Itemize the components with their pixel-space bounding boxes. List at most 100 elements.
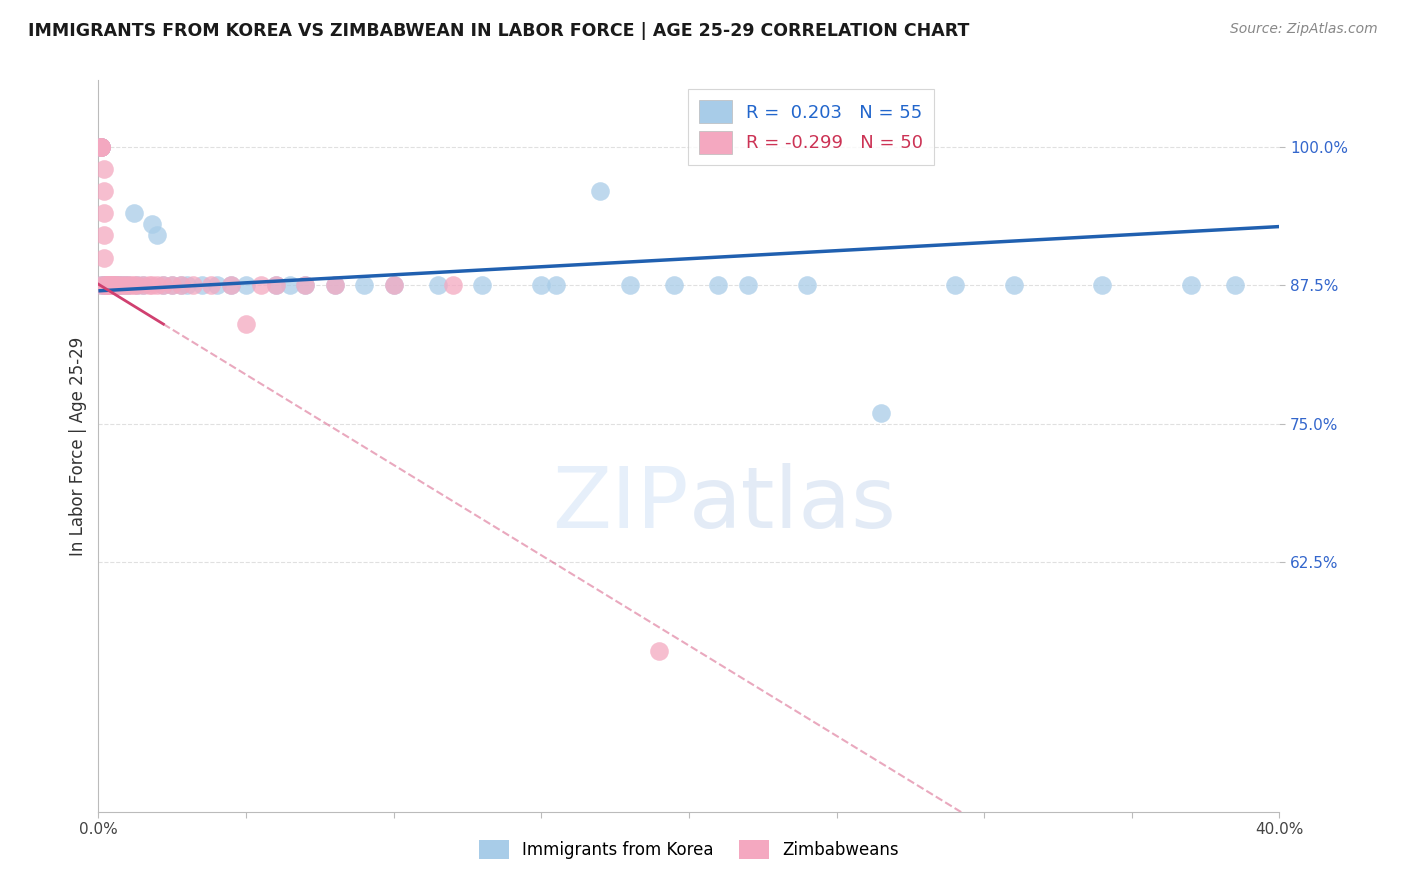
Point — [141, 218, 163, 232]
Point — [125, 278, 148, 293]
Point — [132, 278, 155, 293]
Point — [796, 278, 818, 293]
Point — [98, 278, 121, 293]
Point — [93, 278, 115, 293]
Point — [323, 278, 346, 293]
Point — [278, 278, 302, 293]
Y-axis label: In Labor Force | Age 25-29: In Labor Force | Age 25-29 — [69, 336, 87, 556]
Point — [114, 278, 136, 293]
Point — [103, 278, 125, 293]
Point — [181, 278, 204, 293]
Point — [1223, 278, 1246, 293]
Point — [103, 278, 125, 293]
Point — [176, 278, 198, 293]
Point — [294, 278, 316, 293]
Text: ZIP: ZIP — [553, 463, 689, 546]
Point — [471, 278, 494, 293]
Text: Source: ZipAtlas.com: Source: ZipAtlas.com — [1230, 22, 1378, 37]
Point — [162, 278, 183, 293]
Point — [138, 278, 160, 293]
Point — [264, 278, 287, 293]
Point — [98, 278, 121, 293]
Point — [105, 278, 128, 293]
Point — [619, 278, 641, 293]
Point — [353, 278, 375, 293]
Point — [105, 278, 128, 293]
Point — [152, 278, 174, 293]
Point — [191, 278, 214, 293]
Point — [170, 278, 193, 293]
Point — [170, 278, 193, 293]
Point — [146, 278, 169, 293]
Point — [162, 278, 183, 293]
Point — [544, 278, 567, 293]
Point — [943, 278, 966, 293]
Point — [141, 278, 163, 293]
Point — [117, 278, 139, 293]
Point — [96, 278, 118, 293]
Point — [98, 278, 121, 293]
Point — [382, 278, 405, 293]
Point — [235, 278, 257, 293]
Point — [96, 278, 118, 293]
Point — [250, 278, 273, 293]
Point — [382, 278, 405, 293]
Point — [219, 278, 242, 293]
Point — [90, 278, 112, 293]
Point — [93, 184, 115, 198]
Point — [1091, 278, 1114, 293]
Point — [589, 184, 612, 198]
Point — [90, 140, 112, 154]
Point — [108, 278, 131, 293]
Point — [90, 140, 112, 154]
Point — [737, 278, 759, 293]
Point — [205, 278, 228, 293]
Point — [152, 278, 174, 293]
Point — [96, 278, 118, 293]
Point — [93, 278, 115, 293]
Point — [1180, 278, 1202, 293]
Point — [707, 278, 730, 293]
Point — [98, 278, 121, 293]
Point — [93, 161, 115, 176]
Point — [427, 278, 450, 293]
Point — [90, 140, 112, 154]
Point — [530, 278, 553, 293]
Point — [200, 278, 222, 293]
Point — [219, 278, 242, 293]
Point — [108, 278, 131, 293]
Point — [98, 278, 121, 293]
Legend: Immigrants from Korea, Zimbabweans: Immigrants from Korea, Zimbabweans — [472, 833, 905, 865]
Point — [93, 278, 115, 293]
Point — [117, 278, 139, 293]
Point — [648, 644, 671, 658]
Point — [93, 251, 115, 265]
Point — [122, 278, 145, 293]
Point — [108, 278, 131, 293]
Point — [323, 278, 346, 293]
Point — [294, 278, 316, 293]
Point — [235, 317, 257, 331]
Point — [132, 278, 155, 293]
Point — [90, 140, 112, 154]
Point — [869, 406, 891, 420]
Point — [105, 278, 128, 293]
Point — [664, 278, 686, 293]
Point — [122, 206, 145, 220]
Point — [103, 278, 125, 293]
Point — [90, 140, 112, 154]
Point — [146, 228, 169, 243]
Text: IMMIGRANTS FROM KOREA VS ZIMBABWEAN IN LABOR FORCE | AGE 25-29 CORRELATION CHART: IMMIGRANTS FROM KOREA VS ZIMBABWEAN IN L… — [28, 22, 970, 40]
Point — [120, 278, 142, 293]
Point — [96, 278, 118, 293]
Point — [125, 278, 148, 293]
Text: atlas: atlas — [689, 463, 897, 546]
Point — [90, 140, 112, 154]
Point — [98, 278, 121, 293]
Point — [114, 278, 136, 293]
Point — [103, 278, 125, 293]
Point — [93, 278, 115, 293]
Point — [264, 278, 287, 293]
Point — [90, 278, 112, 293]
Point — [441, 278, 464, 293]
